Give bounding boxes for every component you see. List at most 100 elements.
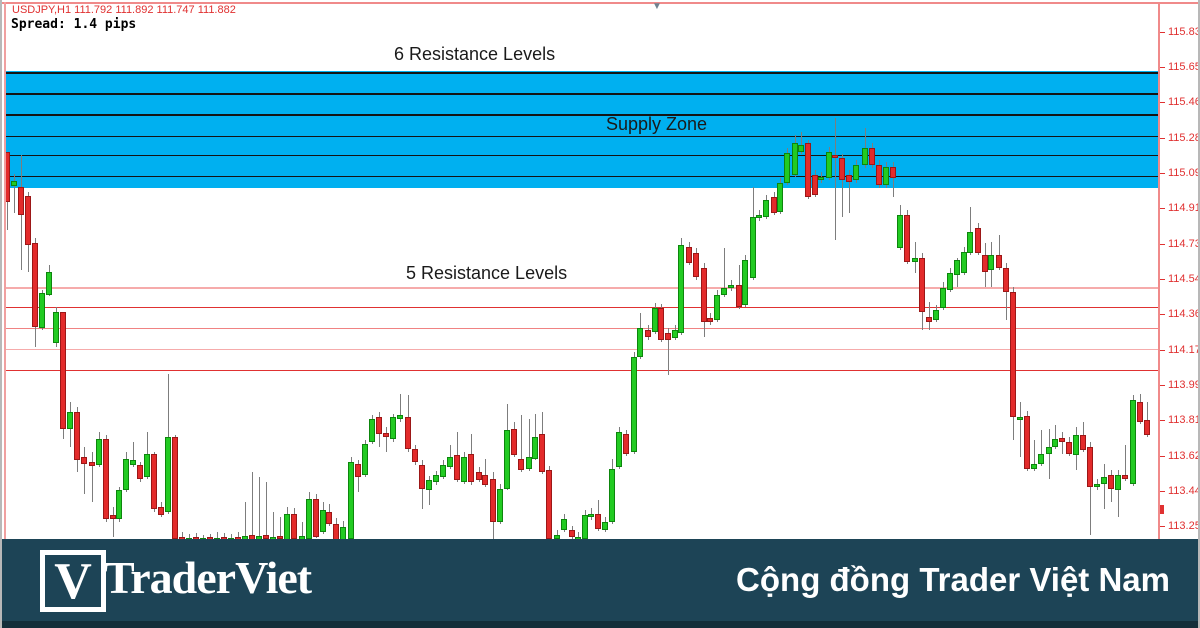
candle-down[interactable] <box>623 433 629 454</box>
candle-down[interactable] <box>326 512 332 525</box>
candle-down[interactable] <box>846 174 852 183</box>
candle-up[interactable] <box>853 164 859 180</box>
candle-up[interactable] <box>862 148 868 165</box>
candle-up[interactable] <box>678 244 684 333</box>
candle-down[interactable] <box>771 196 777 214</box>
candle-down[interactable] <box>812 174 818 196</box>
candle-up[interactable] <box>306 498 312 540</box>
candle-down[interactable] <box>546 470 552 540</box>
candle-up[interactable] <box>631 357 637 452</box>
candle-down[interactable] <box>376 416 382 434</box>
candle-up[interactable] <box>883 167 889 186</box>
candle-up[interactable] <box>526 456 532 470</box>
black-resistance-line[interactable] <box>5 114 1158 116</box>
candle-down[interactable] <box>60 311 66 429</box>
candle-down[interactable] <box>869 148 875 165</box>
candle-down[interactable] <box>658 307 664 340</box>
candle-up[interactable] <box>165 437 171 513</box>
candle-down[interactable] <box>890 167 896 178</box>
candle-up[interactable] <box>582 515 588 540</box>
candle-down[interactable] <box>172 437 178 540</box>
candle-up[interactable] <box>742 259 748 305</box>
candle-down[interactable] <box>490 479 496 523</box>
candle-down[interactable] <box>468 453 474 483</box>
candle-up[interactable] <box>609 469 615 523</box>
candle-down[interactable] <box>518 458 524 470</box>
candle-up[interactable] <box>1094 484 1100 488</box>
candle-down[interactable] <box>736 284 742 307</box>
candle-up[interactable] <box>532 437 538 459</box>
candle-up[interactable] <box>967 232 973 254</box>
candle-down[interactable] <box>32 243 38 327</box>
candle-down[interactable] <box>291 514 297 540</box>
candle-down[interactable] <box>405 416 411 449</box>
red-resistance-line[interactable] <box>5 348 1158 351</box>
candle-down[interactable] <box>926 316 932 322</box>
candle-down[interactable] <box>333 524 339 541</box>
candle-down[interactable] <box>25 196 31 245</box>
candle-up[interactable] <box>988 254 994 270</box>
candle-up[interactable] <box>1038 453 1044 465</box>
candle-up[interactable] <box>721 287 727 296</box>
candle-up[interactable] <box>461 456 467 483</box>
red-resistance-line[interactable] <box>5 369 1158 372</box>
candle-down[interactable] <box>383 432 389 437</box>
candle-down[interactable] <box>313 498 319 538</box>
black-resistance-line[interactable] <box>5 175 1158 178</box>
candle-up[interactable] <box>426 479 432 490</box>
candle-down[interactable] <box>665 332 671 340</box>
candle-down[interactable] <box>832 154 838 159</box>
candle-down[interactable] <box>1122 475 1128 480</box>
candle-up[interactable] <box>784 153 790 183</box>
candle-down[interactable] <box>482 475 488 485</box>
candle-down[interactable] <box>1003 267 1009 292</box>
candle-down[interactable] <box>454 455 460 480</box>
candle-down[interactable] <box>569 530 575 538</box>
candle-up[interactable] <box>940 287 946 308</box>
candle-up[interactable] <box>1031 464 1037 470</box>
candle-up[interactable] <box>39 292 45 328</box>
candle-up[interactable] <box>116 489 122 520</box>
candle-up[interactable] <box>46 272 52 296</box>
candle-up[interactable] <box>798 145 804 153</box>
candle-down[interactable] <box>355 464 361 478</box>
candle-down[interactable] <box>1059 437 1065 442</box>
candle-up[interactable] <box>818 177 824 180</box>
candle-up[interactable] <box>390 416 396 439</box>
candle-down[interactable] <box>539 433 545 472</box>
candle-up[interactable] <box>362 443 368 475</box>
candle-down[interactable] <box>1108 475 1114 489</box>
candle-down[interactable] <box>110 515 116 520</box>
candle-down[interactable] <box>89 461 95 466</box>
candle-up[interactable] <box>728 284 734 288</box>
candle-down[interactable] <box>701 267 707 322</box>
candle-down[interactable] <box>263 535 269 540</box>
candle-up[interactable] <box>320 510 326 533</box>
candle-up[interactable] <box>763 200 769 217</box>
candle-down[interactable] <box>904 215 910 263</box>
candle-up[interactable] <box>561 519 567 531</box>
candle-down[interactable] <box>103 438 109 520</box>
candle-down[interactable] <box>975 228 981 254</box>
candle-down[interactable] <box>1137 401 1143 422</box>
candle-down[interactable] <box>511 428 517 456</box>
candle-up[interactable] <box>369 418 375 442</box>
candle-down[interactable] <box>996 254 1002 268</box>
candle-up[interactable] <box>1046 446 1052 454</box>
candle-up[interactable] <box>792 143 798 175</box>
candle-down[interactable] <box>476 471 482 480</box>
candle-down[interactable] <box>686 247 692 263</box>
candle-down[interactable] <box>137 465 143 480</box>
candle-up[interactable] <box>588 514 594 518</box>
candle-up[interactable] <box>714 295 720 320</box>
candle-down[interactable] <box>876 164 882 186</box>
candle-up[interactable] <box>11 181 17 187</box>
candle-down[interactable] <box>1087 446 1093 488</box>
candle-down[interactable] <box>595 514 601 530</box>
candle-down[interactable] <box>74 411 80 461</box>
black-resistance-line[interactable] <box>5 72 1158 75</box>
candle-up[interactable] <box>947 272 953 291</box>
candle-up[interactable] <box>637 327 643 357</box>
black-resistance-line[interactable] <box>5 135 1158 138</box>
